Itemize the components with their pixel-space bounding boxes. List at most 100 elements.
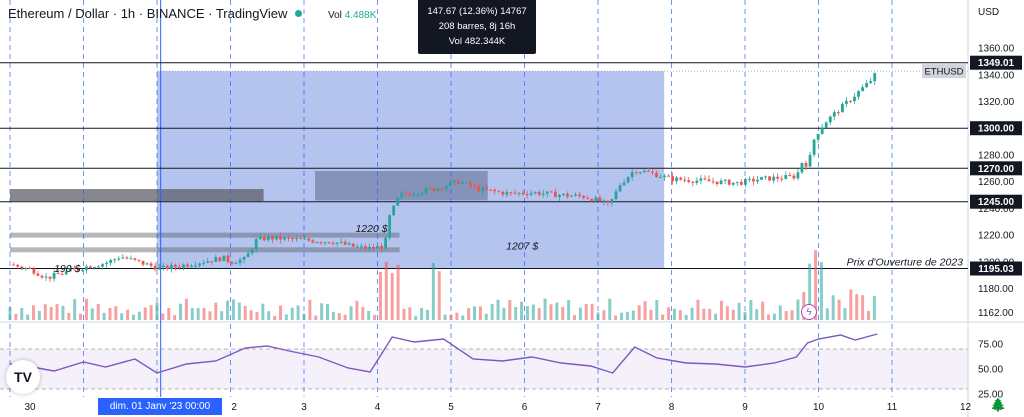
candle-body [796,172,800,179]
x-tick-label: 10 [813,402,825,413]
volume-bar [326,304,330,320]
price-level-label: 1349.01 [978,58,1015,69]
candle-body [671,176,675,182]
volume-bar [584,304,588,320]
volume-bar [843,308,847,320]
candle-body [768,176,772,181]
volume-bar [226,300,230,320]
candle-body [800,163,804,173]
candle-body [606,200,610,203]
candle-body [20,266,24,269]
volume-bar [655,299,659,320]
volume-bar [255,312,259,320]
candle-body [865,82,869,88]
volume-bar [620,312,624,320]
x-tick-label: 6 [522,402,528,413]
volume-bar [473,306,477,320]
volume-bar [390,273,394,320]
volume-bar [237,302,241,320]
candle-body [384,237,387,249]
candle-body [820,127,824,134]
candle-body [392,205,396,216]
candle-body [667,175,670,177]
x-tick-label: 4 [375,402,381,413]
candle-body [323,242,327,244]
volume-bar [784,311,788,320]
candle-body [121,257,125,259]
candle-body [266,236,270,241]
candle-body [230,261,234,264]
candle-body [525,194,529,196]
candle-body [129,258,133,260]
candle-body [173,264,177,267]
candle-body [460,182,464,184]
chart-title: Ethereum / Dollar · 1h · BINANCE · Tradi… [8,6,288,21]
candle-body [828,116,832,123]
candle-body [444,186,448,190]
volume-bar [484,313,488,320]
candle-body [89,266,92,269]
volume-bar [602,310,606,320]
symbol-tag: ETHUSD [924,67,963,78]
price-tick-label: 1260.00 [978,177,1015,188]
candle-body [505,192,509,195]
volume-bar [719,300,723,320]
candle-body [545,191,549,194]
candle-body [586,197,590,199]
tradingview-logo-icon[interactable]: TV [6,360,40,394]
resistance-bar [10,189,264,202]
candle-body [748,178,751,180]
tree-icon[interactable]: 🌲 [990,397,1007,412]
candle-body [408,194,412,196]
volume-bar [355,300,359,320]
currency-selector[interactable]: USD [978,7,1000,18]
candle-body [752,178,755,182]
candle-body [295,238,299,240]
price-tick-label: 1180.00 [978,284,1014,295]
volume-bar [408,307,412,320]
candle-body [485,187,489,190]
candle-body [574,194,577,196]
candle-body [792,175,796,179]
chart-annotation: 190 $ [54,263,80,275]
candle-body [788,175,792,177]
candle-body [424,188,428,193]
candle-body [343,241,347,245]
alert-flash-icon[interactable]: ϟ [801,304,817,320]
candle-body [873,73,877,82]
candle-body [610,199,614,203]
volume-bar [137,311,141,320]
candle-body [335,242,339,244]
candle-body [473,186,476,188]
symbol-tag-box [922,64,966,79]
volume-bar [143,307,147,320]
volume-bar [26,314,30,320]
candle-body [456,180,460,184]
candle-body [853,96,856,102]
volume-bar [8,307,12,320]
candle-body [327,242,331,244]
volume-bar [43,304,47,320]
volume-bar [120,313,124,320]
volume-bar [73,299,77,320]
volume-bar [590,303,594,320]
candle-body [315,242,319,244]
candle-body [861,87,864,92]
candle-body [824,122,828,128]
candle-body [32,268,36,274]
volume-bar [378,271,382,320]
volume-bar [102,312,106,320]
volume-bar [819,262,823,320]
volume-bar [108,307,112,320]
volume-bar [190,308,194,320]
volume-bar [631,310,635,320]
volume-bar [425,309,429,320]
candle-body [145,263,149,265]
volume-bar [572,315,576,320]
x-tick-label: 30 [24,402,36,413]
candle-body [347,243,351,245]
candle-body [719,180,723,185]
resistance-bar [10,232,400,238]
